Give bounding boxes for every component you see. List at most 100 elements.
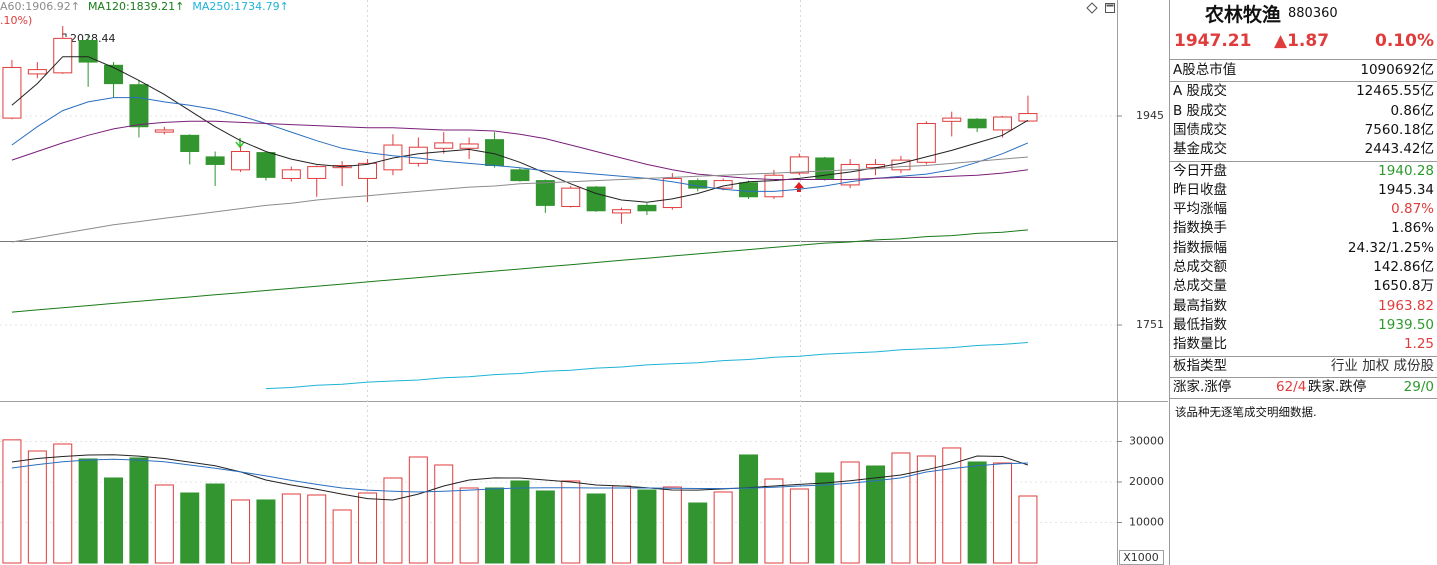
row-value: 行业 加权 成份股 xyxy=(1330,357,1434,374)
separator xyxy=(1170,355,1437,357)
quote-row: 总成交额 142.86亿 xyxy=(1170,258,1437,277)
signal-down-arrow xyxy=(235,138,245,149)
row-value: 1945.34 xyxy=(1378,181,1434,198)
volume-bar xyxy=(637,489,657,564)
volume-bar xyxy=(866,465,886,564)
ma-line xyxy=(11,458,1028,493)
volume-bar xyxy=(53,443,73,564)
quote-row: 指数换手 1.86% xyxy=(1170,219,1437,238)
quote-row: 基金成交 2443.42亿 xyxy=(1170,140,1437,159)
y-tick-label: 1751 xyxy=(1136,318,1164,331)
quote-row: B 股成交 0.86亿 xyxy=(1170,102,1437,121)
ma-line xyxy=(11,454,1029,501)
row-value: 1940.28 xyxy=(1378,162,1434,179)
volume-bar xyxy=(993,462,1013,564)
candle-body xyxy=(612,209,632,214)
volume-bar xyxy=(485,487,505,564)
candle-body xyxy=(307,166,327,179)
row-value: 7560.18亿 xyxy=(1364,121,1434,138)
legend-entry: MA250:1734.79↑ xyxy=(192,0,288,13)
quote-row: 最低指数 1939.50 xyxy=(1170,316,1437,335)
candle-body xyxy=(967,118,987,129)
candle-body xyxy=(713,180,733,189)
volume-bar xyxy=(535,490,555,564)
volume-bar xyxy=(78,458,98,564)
quote-row: 指数振幅 24.32/1.25% xyxy=(1170,239,1437,258)
legend-entry: A60:1906.92↑ xyxy=(0,0,80,13)
volume-bar xyxy=(840,461,860,564)
row-label: B 股成交 xyxy=(1173,102,1228,119)
row-label: 平均涨幅 xyxy=(1173,201,1227,218)
candle-body xyxy=(154,129,174,133)
ma-line xyxy=(11,56,1029,203)
volume-bar xyxy=(739,454,759,564)
volume-bar xyxy=(713,491,733,564)
quote-row: 涨家.涨停 62/4 跌家.跌停 29/0 xyxy=(1170,378,1437,397)
quote-row: 平均涨幅 0.87% xyxy=(1170,200,1437,219)
quote-row: 指数量比 1.25 xyxy=(1170,335,1437,354)
row-value: 0.86亿 xyxy=(1390,102,1434,119)
y-tick-label: 20000 xyxy=(1129,475,1164,488)
row-value: 1.25 xyxy=(1403,336,1434,353)
volume-bar xyxy=(358,492,378,564)
volume-bar xyxy=(586,493,606,564)
chart: 2028.44 .10%) X1000 17511945A60:1906.92↑… xyxy=(0,0,1168,565)
candle-body xyxy=(510,169,530,182)
candle-body xyxy=(561,187,581,207)
volume-bar xyxy=(789,488,809,564)
candle-body xyxy=(78,40,98,63)
quote-row: 昨日收盘 1945.34 xyxy=(1170,181,1437,200)
signal-up-arrow xyxy=(794,182,804,192)
notice: 该品种无逐笔成交明细数据. xyxy=(1175,405,1317,420)
volume-bar xyxy=(154,484,174,564)
candle-body xyxy=(459,143,479,149)
row-value: 0.87% xyxy=(1391,201,1434,218)
index-name: 农林牧渔 xyxy=(1205,4,1282,26)
volume-bar xyxy=(27,450,47,564)
candle-body xyxy=(815,157,835,179)
candle-body xyxy=(180,134,200,153)
candle-body xyxy=(408,146,428,164)
candle-body xyxy=(231,151,251,171)
row-value: 62/4 xyxy=(1276,378,1307,395)
candle-body xyxy=(205,156,225,165)
row-label: 板指类型 xyxy=(1173,357,1227,374)
quote-row: 最高指数 1963.82 xyxy=(1170,297,1437,316)
candle-body xyxy=(637,204,657,212)
volume-bar xyxy=(129,457,149,564)
quote-row: 国债成交 7560.18亿 xyxy=(1170,121,1437,140)
row-label: 最低指数 xyxy=(1173,316,1227,333)
y-tick-label: 10000 xyxy=(1129,515,1164,528)
ma-line xyxy=(11,229,1028,313)
row-label: 总成交额 xyxy=(1173,259,1227,275)
row-value: 1939.50 xyxy=(1378,316,1434,333)
row-value: 1963.82 xyxy=(1378,297,1434,314)
candle-body xyxy=(662,177,682,209)
candle-body xyxy=(434,142,454,149)
volume-bar xyxy=(2,439,22,564)
quote-row: 总成交量 1650.8万 xyxy=(1170,277,1437,296)
separator xyxy=(1170,160,1437,162)
window-icon[interactable] xyxy=(1105,3,1115,13)
volume-bar xyxy=(408,456,428,564)
row-label: A 股成交 xyxy=(1173,83,1228,100)
row-label: 总成交量 xyxy=(1173,278,1227,295)
candle-body xyxy=(1018,113,1038,122)
index-code: 880360 xyxy=(1288,6,1338,21)
volume-bar xyxy=(231,499,251,564)
row-value: 29/0 xyxy=(1403,378,1434,395)
diamond-icon[interactable] xyxy=(1086,2,1098,14)
row-value: 12465.55亿 xyxy=(1356,83,1434,100)
separator xyxy=(1170,376,1437,378)
volume-bar xyxy=(510,480,530,564)
row-label: 昨日收盘 xyxy=(1173,181,1227,198)
row-label: 国债成交 xyxy=(1173,121,1227,138)
quote-row: 今日开盘 1940.28 xyxy=(1170,162,1437,181)
candle-body xyxy=(739,182,759,198)
row-label: 最高指数 xyxy=(1173,297,1227,314)
ma-line xyxy=(11,97,1029,192)
quote-panel: 农林牧渔 880360 1947.21 ▲1.87 0.10% A股总市值 109… xyxy=(1169,0,1437,565)
volume-bar xyxy=(205,483,225,564)
candle-body xyxy=(586,186,606,212)
y-tick-label: 1945 xyxy=(1136,109,1164,122)
